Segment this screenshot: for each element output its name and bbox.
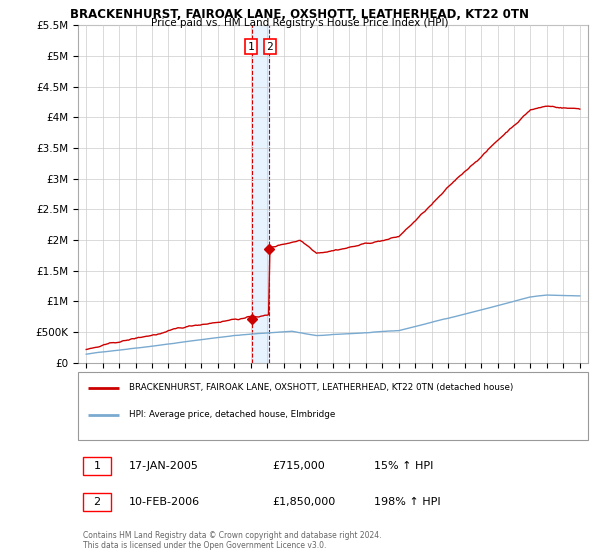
Text: 2: 2 bbox=[266, 41, 273, 52]
Text: £715,000: £715,000 bbox=[272, 461, 325, 470]
Text: HPI: Average price, detached house, Elmbridge: HPI: Average price, detached house, Elmb… bbox=[129, 410, 335, 419]
Text: Contains HM Land Registry data © Crown copyright and database right 2024.
This d: Contains HM Land Registry data © Crown c… bbox=[83, 531, 382, 550]
Text: BRACKENHURST, FAIROAK LANE, OXSHOTT, LEATHERHEAD, KT22 0TN (detached house): BRACKENHURST, FAIROAK LANE, OXSHOTT, LEA… bbox=[129, 384, 514, 393]
Text: 10-FEB-2006: 10-FEB-2006 bbox=[129, 497, 200, 507]
Text: 15% ↑ HPI: 15% ↑ HPI bbox=[374, 461, 433, 470]
Text: £1,850,000: £1,850,000 bbox=[272, 497, 335, 507]
Text: 198% ↑ HPI: 198% ↑ HPI bbox=[374, 497, 440, 507]
Bar bbox=[251, 25, 269, 363]
FancyBboxPatch shape bbox=[83, 456, 111, 475]
Text: 2: 2 bbox=[94, 497, 101, 507]
Text: BRACKENHURST, FAIROAK LANE, OXSHOTT, LEATHERHEAD, KT22 0TN: BRACKENHURST, FAIROAK LANE, OXSHOTT, LEA… bbox=[71, 8, 530, 21]
Text: 1: 1 bbox=[247, 41, 254, 52]
Text: Price paid vs. HM Land Registry's House Price Index (HPI): Price paid vs. HM Land Registry's House … bbox=[151, 18, 449, 28]
FancyBboxPatch shape bbox=[78, 372, 588, 440]
Text: 17-JAN-2005: 17-JAN-2005 bbox=[129, 461, 199, 470]
Text: 1: 1 bbox=[94, 461, 101, 470]
FancyBboxPatch shape bbox=[83, 493, 111, 511]
